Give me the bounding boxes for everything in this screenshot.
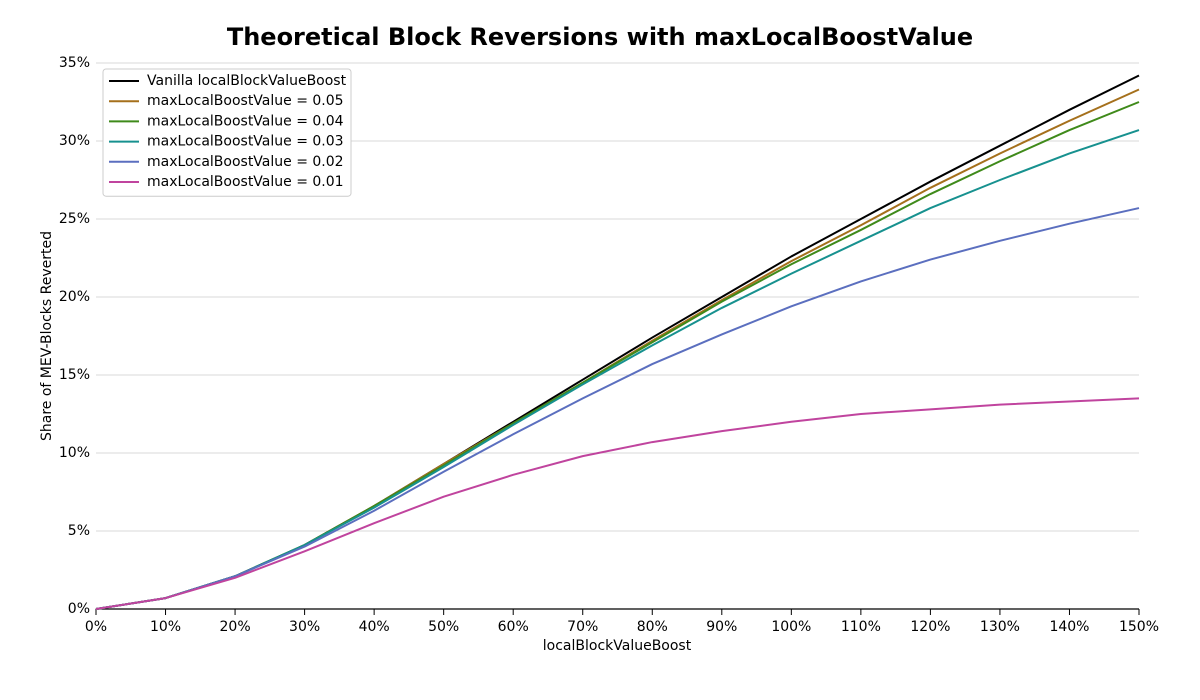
y-tick-label: 35%: [59, 55, 90, 71]
y-tick-label: 0%: [68, 601, 90, 617]
x-tick-label: 60%: [498, 619, 529, 635]
x-tick-label: 30%: [289, 619, 320, 635]
series-line: [95, 207, 1140, 610]
y-tick-label: 5%: [68, 523, 90, 539]
x-tick-label: 0%: [85, 619, 107, 635]
x-tick-label: 130%: [980, 619, 1020, 635]
x-tick-label: 140%: [1049, 619, 1089, 635]
x-tick-label: 20%: [220, 619, 251, 635]
legend-label: maxLocalBoostValue = 0.04: [147, 113, 344, 129]
y-tick-label: 10%: [59, 445, 90, 461]
x-tick-label: 40%: [359, 619, 390, 635]
x-tick-label: 110%: [841, 619, 881, 635]
series-line: [95, 129, 1140, 610]
legend-label: maxLocalBoostValue = 0.01: [147, 174, 344, 190]
legend-label: Vanilla localBlockValueBoost: [147, 73, 347, 89]
x-tick-label: 100%: [771, 619, 811, 635]
y-tick-label: 15%: [59, 367, 90, 383]
series-line: [95, 397, 1140, 610]
legend-label: maxLocalBoostValue = 0.02: [147, 154, 344, 170]
x-tick-label: 150%: [1119, 619, 1159, 635]
x-tick-label: 90%: [706, 619, 737, 635]
x-tick-label: 50%: [428, 619, 459, 635]
x-axis-label: localBlockValueBoost: [543, 638, 692, 654]
x-tick-label: 70%: [567, 619, 598, 635]
legend-label: maxLocalBoostValue = 0.03: [147, 134, 344, 150]
x-tick-label: 10%: [150, 619, 181, 635]
legend-box: [102, 68, 352, 197]
y-tick-label: 25%: [59, 211, 90, 227]
y-axis-label: Share of MEV-Blocks Reverted: [39, 231, 55, 441]
x-tick-label: 80%: [637, 619, 668, 635]
y-tick-label: 20%: [59, 289, 90, 305]
y-tick-label: 30%: [59, 133, 90, 149]
chart-title: Theoretical Block Reversions with maxLoc…: [227, 23, 973, 51]
legend-label: maxLocalBoostValue = 0.05: [147, 93, 344, 109]
x-tick-label: 120%: [910, 619, 950, 635]
